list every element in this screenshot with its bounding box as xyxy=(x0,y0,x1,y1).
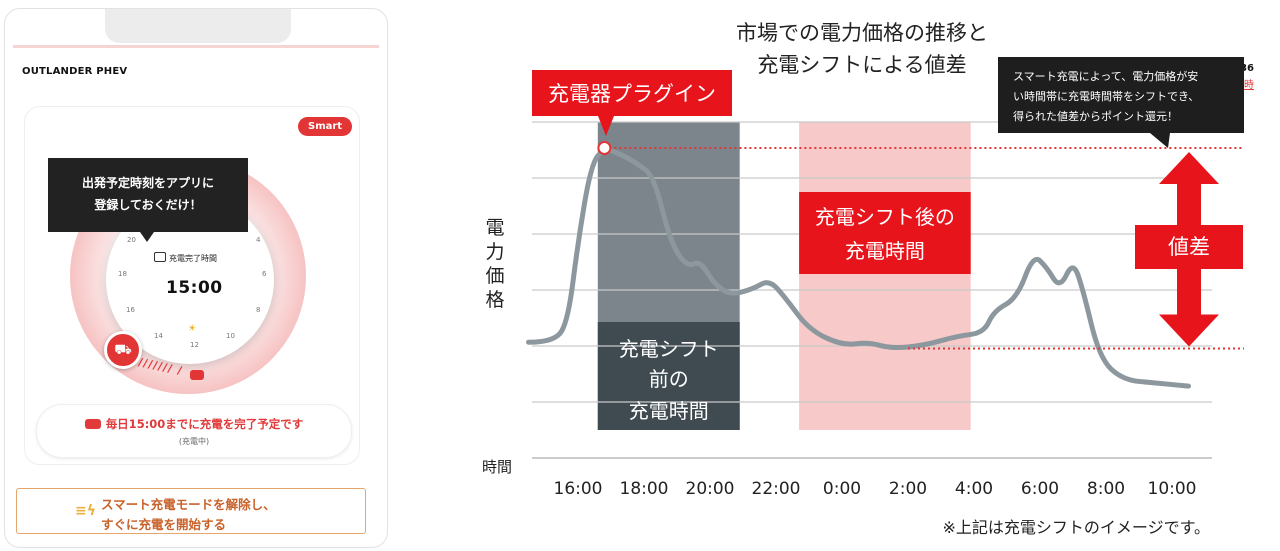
phone-notch xyxy=(105,9,291,43)
band-before-label-1: 充電シフト xyxy=(619,337,719,361)
price-series-line xyxy=(526,147,1191,389)
x-tick-label: 20:00 xyxy=(686,479,735,499)
clock-number-8: 8 xyxy=(256,306,261,314)
price-chart: 市場での電力価格の推移と 充電シフトによる値差 電 力 価 格 充電シフト 前の… xyxy=(482,21,1244,537)
clock-number-16: 16 xyxy=(126,306,135,314)
departure-tooltip: 出発予定時刻をアプリに 登録しておくだけ！ xyxy=(48,158,248,232)
x-tick-label: 22:00 xyxy=(752,479,801,499)
x-tick-label: 8:00 xyxy=(1087,479,1125,499)
tooltip-arrow xyxy=(140,232,154,242)
band-after-label-1: 充電シフト後の xyxy=(815,205,955,229)
sun-icon: ☀ xyxy=(188,324,197,334)
plugin-callout xyxy=(532,70,732,116)
ylabel-char-4: 格 xyxy=(485,289,504,311)
note-line-3: 得られた値差からポイント還元！ xyxy=(1013,109,1178,123)
chart-title-line-2: 充電シフトによる値差 xyxy=(757,53,966,77)
ylabel-char-1: 電 xyxy=(485,217,504,239)
plugin-point xyxy=(597,141,612,155)
x-tick-label: 4:00 xyxy=(955,479,993,499)
tooltip-line-1: 出発予定時刻をアプリに xyxy=(81,176,214,190)
plugin-callout-arrow xyxy=(598,116,614,136)
x-tick-labels: 16:00 18:00 20:00 22:00 0:00 2:00 4:00 6:00 8:00… xyxy=(554,479,1197,499)
clock-number-12: 12 xyxy=(190,341,199,349)
header-divider xyxy=(13,45,379,48)
band-before-label-3: 充電時間 xyxy=(629,399,709,423)
release-smart-mode-button[interactable]: ≡ϟ スマート充電モードを解除し、 すぐに充電を開始する xyxy=(16,488,366,534)
note-box-arrow xyxy=(1150,133,1170,148)
daily-message: 毎日15:00までに充電を完了予定です xyxy=(37,416,351,432)
bolt-icon: ≡ϟ xyxy=(75,503,96,519)
diff-label: 値差 xyxy=(1168,235,1210,259)
x-axis-label: 時間 xyxy=(482,458,512,476)
band-after-label-2: 充電時間 xyxy=(845,239,925,263)
charging-status: (充電中) xyxy=(178,437,210,446)
x-tick-label: 10:00 xyxy=(1148,479,1197,499)
smart-badge: Smart xyxy=(298,117,353,136)
ylabel-char-3: 価 xyxy=(485,265,504,287)
charge-finish-label: 充電完了時間 xyxy=(154,252,217,264)
car-plug-icon xyxy=(154,252,166,262)
release-button-line-2: すぐに充電を開始する xyxy=(101,517,227,532)
note-box xyxy=(998,57,1244,133)
clock-number-20: 20 xyxy=(127,236,136,244)
daily-message-text: 毎日15:00までに充電を完了予定です xyxy=(105,417,304,431)
x-tick-label: 2:00 xyxy=(889,479,927,499)
band-after-label-bg xyxy=(799,192,971,274)
plugin-label: 充電器プラグイン xyxy=(548,82,716,106)
charge-finish-text: 充電完了時間 xyxy=(169,254,217,263)
x-tick-label: 6:00 xyxy=(1021,479,1059,499)
diff-label-bg xyxy=(1135,225,1243,269)
ylabel-char-2: 力 xyxy=(485,241,504,263)
chart-title-line-1: 市場での電力価格の推移と xyxy=(736,21,988,45)
daily-charge-info: 毎日15:00までに充電を完了予定です (充電中) xyxy=(36,404,352,458)
band-before-label-2: 前の xyxy=(649,367,689,391)
vehicle-name: OUTLANDER PHEV xyxy=(22,66,128,77)
x-tick-label: 18:00 xyxy=(620,479,669,499)
clock-number-14: 14 xyxy=(154,332,163,340)
tooltip-line-2: 登録しておくだけ！ xyxy=(94,198,202,212)
release-button-line-1: スマート充電モードを解除し、 xyxy=(101,497,276,512)
clock-number-4: 4 xyxy=(256,236,261,244)
note-line-2: い時間帯に充電時間帯をシフトでき、 xyxy=(1013,89,1199,103)
clock-number-10: 10 xyxy=(226,332,235,340)
car-end-icon xyxy=(190,370,204,380)
band-before-label-bg xyxy=(597,322,740,430)
charge-finish-time: 15:00 xyxy=(166,278,223,298)
x-tick-label: 0:00 xyxy=(823,479,861,499)
clock-number-6: 6 xyxy=(262,270,267,278)
chart-footnote: ※上記は充電シフトのイメージです。 xyxy=(943,518,1211,537)
band-after-shift xyxy=(799,122,971,430)
x-tick-label: 16:00 xyxy=(554,479,603,499)
note-line-1: スマート充電によって、電力価格が安 xyxy=(1013,69,1198,83)
car-handle-icon[interactable]: ⛟ xyxy=(104,331,142,369)
car-icon xyxy=(84,419,101,429)
clock-number-18: 18 xyxy=(118,270,127,278)
